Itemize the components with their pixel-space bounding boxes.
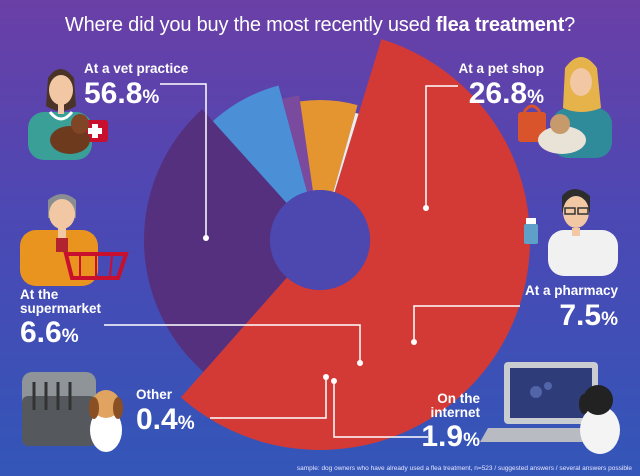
supermarket-illustration bbox=[20, 194, 129, 286]
slice-other bbox=[333, 112, 359, 193]
label-petshop-value: 26.8 bbox=[468, 76, 528, 110]
slice-at-a-pharmacy bbox=[212, 85, 308, 203]
leader-lines bbox=[104, 83, 520, 438]
leader-other bbox=[210, 377, 327, 419]
title-prefix: Where did you buy the most recently used bbox=[64, 14, 436, 36]
leader-pharmacy bbox=[413, 305, 520, 342]
label-other-name: Other bbox=[136, 387, 173, 402]
slice-at-the-supermarket bbox=[300, 100, 358, 192]
other-illustration bbox=[22, 372, 123, 452]
petshop-illustration bbox=[518, 57, 612, 158]
label-internet-value: 1.9 bbox=[421, 420, 464, 453]
label-pharmacy-pct: % bbox=[601, 308, 618, 330]
label-pharmacy-value: 7.5 bbox=[559, 298, 602, 332]
label-other-pct: % bbox=[177, 412, 195, 434]
leader-internet bbox=[333, 381, 428, 438]
label-internet-name1: On the bbox=[437, 391, 480, 406]
label-vet-pct: % bbox=[142, 86, 160, 108]
pharmacy-illustration bbox=[524, 189, 618, 276]
label-petshop-pct: % bbox=[527, 86, 544, 108]
label-internet-name2: internet bbox=[430, 404, 480, 420]
leader-supermarket bbox=[104, 324, 361, 363]
footnote: sample: dog owners who have already used… bbox=[296, 465, 632, 472]
label-other: Other 0.4% bbox=[136, 388, 195, 435]
dot-internet bbox=[331, 378, 337, 384]
label-petshop: At a pet shop 26.8% bbox=[458, 62, 544, 109]
label-supermarket-name1: At the bbox=[20, 287, 59, 302]
slice-on-the-internet bbox=[282, 95, 313, 192]
title-suffix: ? bbox=[564, 14, 576, 36]
internet-illustration bbox=[480, 362, 620, 454]
slice-at-a-pet-shop bbox=[143, 109, 287, 372]
label-internet-pct: % bbox=[463, 430, 480, 451]
title-bold: flea treatment bbox=[435, 14, 565, 36]
dot-pharmacy bbox=[411, 339, 417, 345]
slice-at-a-vet-practice bbox=[180, 39, 530, 451]
donut-hole bbox=[270, 190, 370, 290]
label-supermarket-value: 6.6 bbox=[20, 316, 62, 349]
label-pharmacy-name: At a pharmacy bbox=[524, 283, 618, 298]
vet-illustration bbox=[28, 69, 108, 160]
dot-other bbox=[323, 374, 329, 380]
label-supermarket-pct: % bbox=[61, 326, 79, 347]
label-other-value: 0.4 bbox=[136, 402, 178, 436]
label-supermarket: At the supermarket 6.6% bbox=[20, 288, 101, 348]
dot-supermarket bbox=[357, 360, 363, 366]
dot-vet bbox=[203, 235, 209, 241]
label-vet-value: 56.8 bbox=[84, 76, 143, 110]
label-vet: At a vet practice 56.8% bbox=[84, 62, 188, 109]
label-petshop-name: At a pet shop bbox=[458, 61, 544, 76]
leader-dots bbox=[203, 205, 429, 384]
label-pharmacy: At a pharmacy 7.5% bbox=[525, 284, 618, 331]
dot-petshop bbox=[423, 205, 429, 211]
label-supermarket-name2: supermarket bbox=[20, 300, 102, 316]
chart-title: Where did you buy the most recently used… bbox=[0, 14, 640, 37]
donut-slices bbox=[143, 39, 530, 451]
label-vet-name: At a vet practice bbox=[84, 61, 189, 76]
leader-vet bbox=[160, 83, 207, 238]
leader-petshop bbox=[425, 85, 458, 208]
label-internet: On the internet 1.9% bbox=[421, 392, 480, 452]
